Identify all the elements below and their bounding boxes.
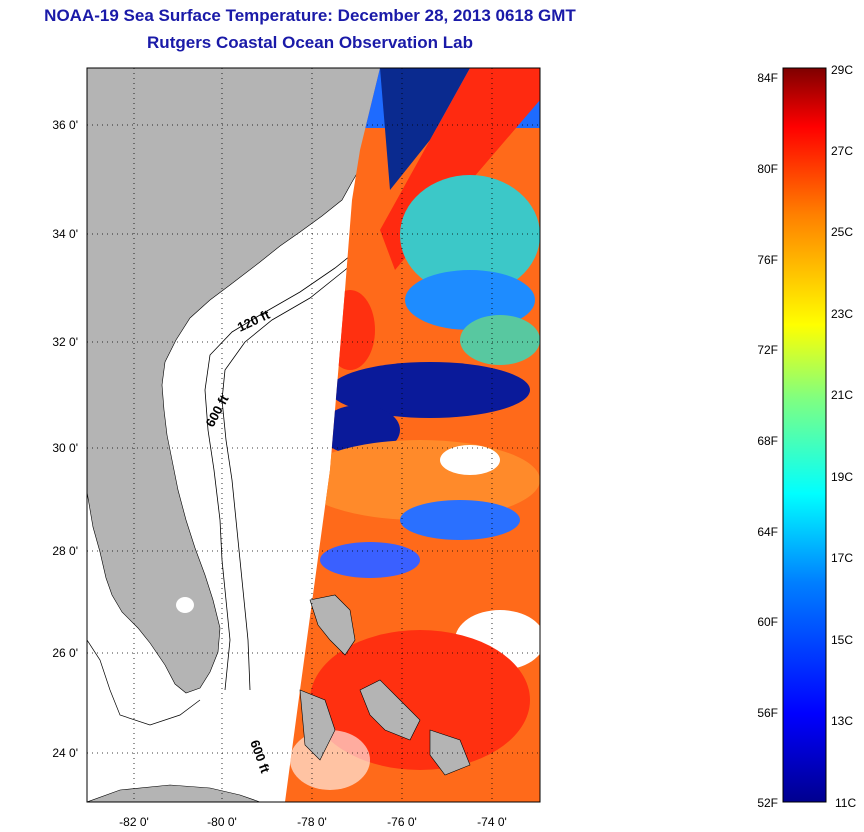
cbar-f-60: 60F <box>757 615 778 629</box>
grid <box>87 68 540 802</box>
cbar-c-25: 25C <box>831 225 853 239</box>
cbar-f-80: 80F <box>757 162 778 176</box>
map-frame <box>86 67 541 803</box>
cbar-f-72: 72F <box>757 343 778 357</box>
lat-tick-36: 36 0' <box>52 118 78 132</box>
colorbar <box>782 67 827 803</box>
lat-axis: 36 0' 34 0' 32 0' 30 0' 28 0' 26 0' 24 0… <box>52 118 78 760</box>
contour-gulf <box>87 639 201 726</box>
contour-label-600ft-south: 600 ft <box>247 738 273 776</box>
lat-tick-30: 30 0' <box>52 441 78 455</box>
cbar-f-76: 76F <box>757 253 778 267</box>
colorbar-c-labels: 29C 27C 25C 23C 21C 19C 17C 15C 13C 11C <box>831 63 856 810</box>
lat-tick-32: 32 0' <box>52 335 78 349</box>
cbar-c-11: 11C <box>835 796 856 810</box>
lat-tick-28: 28 0' <box>52 544 78 558</box>
cbar-c-13: 13C <box>831 714 853 728</box>
cbar-f-64: 64F <box>757 525 778 539</box>
lat-tick-24: 24 0' <box>52 746 78 760</box>
lon-tick-74: -74 0' <box>477 815 507 829</box>
cbar-f-68: 68F <box>757 434 778 448</box>
cbar-c-23: 23C <box>831 307 853 321</box>
land-cuba <box>87 784 261 802</box>
contour-120ft <box>204 239 371 691</box>
cbar-c-17: 17C <box>831 551 853 565</box>
chart-title: NOAA-19 Sea Surface Temperature: Decembe… <box>44 6 576 25</box>
lon-axis: -82 0' -80 0' -78 0' -76 0' -74 0' <box>119 815 507 829</box>
cbar-f-84: 84F <box>757 71 778 85</box>
cbar-f-56: 56F <box>757 706 778 720</box>
lat-tick-26: 26 0' <box>52 646 78 660</box>
lake-okeechobee <box>176 597 194 613</box>
lon-tick-78: -78 0' <box>297 815 327 829</box>
land-bahamas <box>299 594 471 776</box>
contour-600ft <box>221 239 381 691</box>
cbar-c-27: 27C <box>831 144 853 158</box>
cbar-f-52: 52F <box>757 796 778 810</box>
lon-tick-80: -80 0' <box>207 815 237 829</box>
lon-tick-82: -82 0' <box>119 815 149 829</box>
contour-label-120ft: 120 ft <box>235 306 273 334</box>
lat-tick-34: 34 0' <box>52 227 78 241</box>
cbar-c-19: 19C <box>831 470 853 484</box>
colorbar-f-labels: 84F 80F 76F 72F 68F 64F 60F 56F 52F <box>757 71 778 810</box>
lon-tick-76: -76 0' <box>387 815 417 829</box>
cbar-c-29: 29C <box>831 63 853 77</box>
chart-subtitle: Rutgers Coastal Ocean Observation Lab <box>147 33 473 52</box>
cbar-c-21: 21C <box>831 388 853 402</box>
cbar-c-15: 15C <box>831 633 853 647</box>
